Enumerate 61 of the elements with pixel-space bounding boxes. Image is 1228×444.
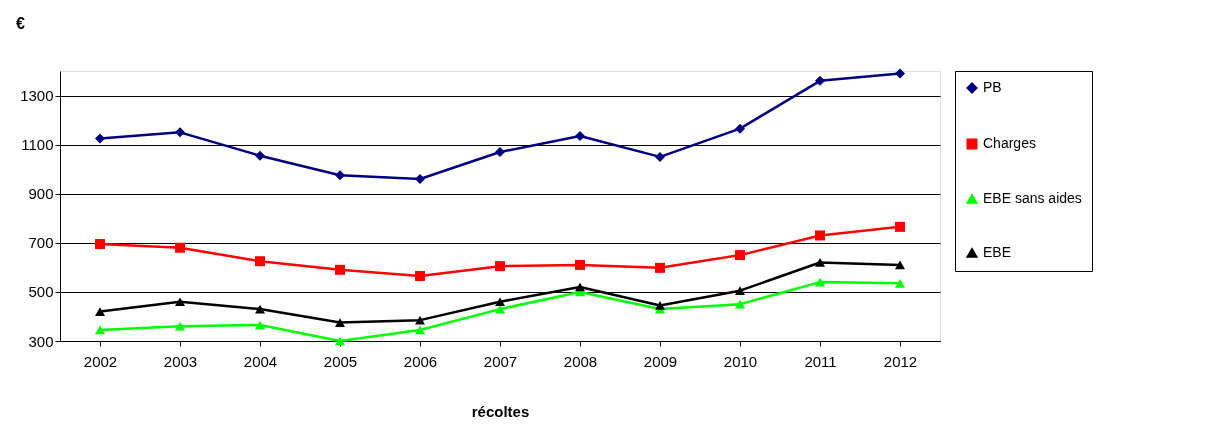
x-tick-label: 2005 bbox=[323, 352, 358, 370]
point bbox=[735, 250, 745, 261]
x-tick-label: 2009 bbox=[643, 352, 678, 370]
point bbox=[815, 230, 825, 241]
x-tick-label: 2012 bbox=[883, 352, 918, 370]
y-tick-label: 1300 bbox=[20, 87, 54, 105]
point bbox=[95, 239, 105, 250]
point bbox=[415, 270, 425, 281]
point bbox=[575, 282, 585, 292]
point bbox=[575, 131, 585, 142]
point bbox=[815, 75, 825, 86]
point bbox=[95, 133, 105, 144]
point bbox=[575, 259, 585, 270]
point bbox=[735, 299, 745, 309]
point bbox=[815, 258, 825, 267]
point bbox=[655, 301, 665, 310]
x-tick-label: 2004 bbox=[243, 352, 278, 370]
x-tick-label: 2007 bbox=[483, 352, 518, 370]
y-tick-label: 900 bbox=[28, 185, 54, 203]
point bbox=[415, 325, 425, 335]
point bbox=[175, 297, 185, 307]
point bbox=[655, 151, 665, 162]
point bbox=[895, 260, 905, 270]
point bbox=[735, 123, 745, 134]
point bbox=[335, 170, 345, 181]
point bbox=[95, 307, 105, 316]
x-tick-label: 2002 bbox=[83, 352, 118, 370]
point bbox=[95, 325, 105, 335]
point bbox=[415, 174, 425, 184]
y-tick-label: 300 bbox=[28, 332, 54, 350]
point bbox=[895, 221, 905, 232]
point bbox=[255, 320, 265, 330]
point bbox=[895, 68, 905, 79]
point bbox=[495, 147, 505, 157]
x-axis-title: récoltes bbox=[471, 402, 530, 420]
point bbox=[895, 278, 905, 288]
legend-label: Charges bbox=[983, 135, 1036, 151]
point bbox=[335, 264, 345, 275]
point bbox=[335, 318, 345, 327]
point bbox=[495, 261, 505, 272]
x-tick-label: 2011 bbox=[804, 352, 837, 370]
y-tick-label: 700 bbox=[28, 234, 54, 252]
point bbox=[255, 256, 265, 267]
x-tick-label: 2008 bbox=[563, 352, 598, 370]
y-tick-label: 1100 bbox=[21, 136, 54, 154]
x-tick-label: 2006 bbox=[403, 352, 438, 370]
point bbox=[655, 262, 665, 273]
point bbox=[255, 150, 265, 161]
point bbox=[175, 127, 185, 138]
y-tick-label: 500 bbox=[28, 283, 54, 301]
x-tick-label: 2003 bbox=[163, 352, 198, 370]
y-axis-title: € bbox=[16, 14, 26, 32]
point bbox=[175, 321, 185, 331]
point bbox=[495, 297, 505, 307]
legend-label: EBE sans aides bbox=[983, 190, 1082, 206]
legend-label: PB bbox=[983, 79, 1002, 95]
x-tick-label: 2010 bbox=[723, 352, 758, 370]
point bbox=[175, 242, 185, 253]
legend-label: EBE bbox=[983, 244, 1012, 260]
point bbox=[735, 286, 745, 296]
point bbox=[335, 336, 345, 346]
